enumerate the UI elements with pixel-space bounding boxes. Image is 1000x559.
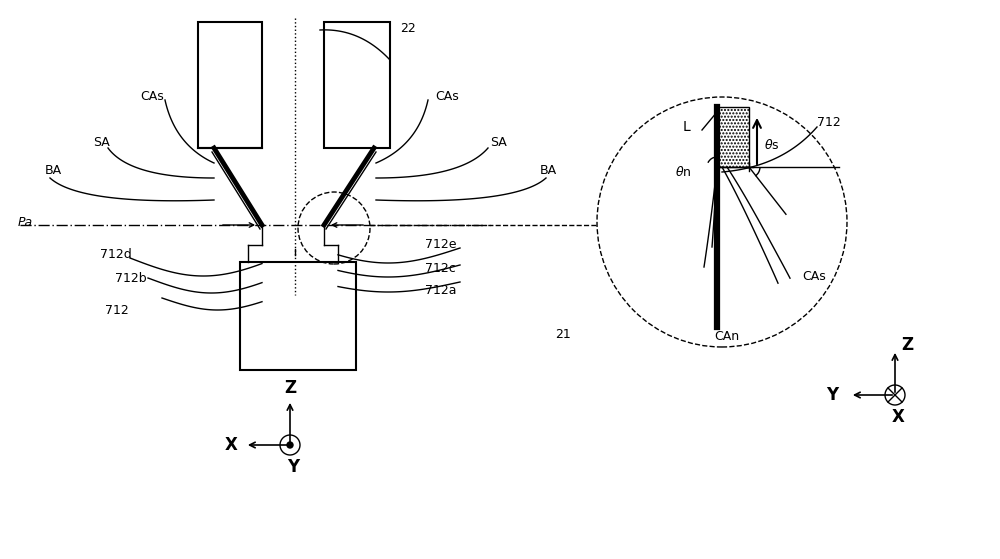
Text: CAs: CAs — [802, 271, 826, 283]
Text: SA: SA — [490, 136, 507, 149]
Bar — [324, 22, 390, 148]
Text: 712d: 712d — [100, 249, 132, 262]
Bar — [198, 22, 262, 148]
Text: 712a: 712a — [425, 283, 456, 296]
Text: Z: Z — [284, 379, 296, 397]
Bar — [240, 262, 356, 370]
Text: Y: Y — [826, 386, 838, 404]
Text: $\theta$n: $\theta$n — [675, 165, 692, 179]
Text: CAs: CAs — [140, 89, 164, 102]
Text: Pa: Pa — [18, 216, 33, 229]
Text: 712c: 712c — [425, 262, 456, 274]
Circle shape — [287, 442, 293, 448]
Text: L: L — [683, 120, 691, 134]
Text: 21: 21 — [555, 329, 571, 342]
Text: Z: Z — [901, 336, 913, 354]
Text: BA: BA — [540, 163, 557, 177]
Text: CAs: CAs — [435, 89, 459, 102]
Text: 712: 712 — [105, 304, 129, 316]
Text: X: X — [892, 408, 904, 426]
Text: CAn: CAn — [714, 330, 740, 343]
Text: SA: SA — [94, 136, 110, 149]
Text: Y: Y — [287, 458, 299, 476]
Text: BA: BA — [44, 163, 62, 177]
Text: $\theta$s: $\theta$s — [764, 138, 780, 152]
Text: 22: 22 — [400, 21, 416, 35]
Bar — [717, 107, 749, 167]
Text: 712b: 712b — [115, 272, 147, 285]
Text: 712e: 712e — [425, 239, 456, 252]
Text: X: X — [225, 436, 237, 454]
Text: 712: 712 — [817, 116, 841, 129]
